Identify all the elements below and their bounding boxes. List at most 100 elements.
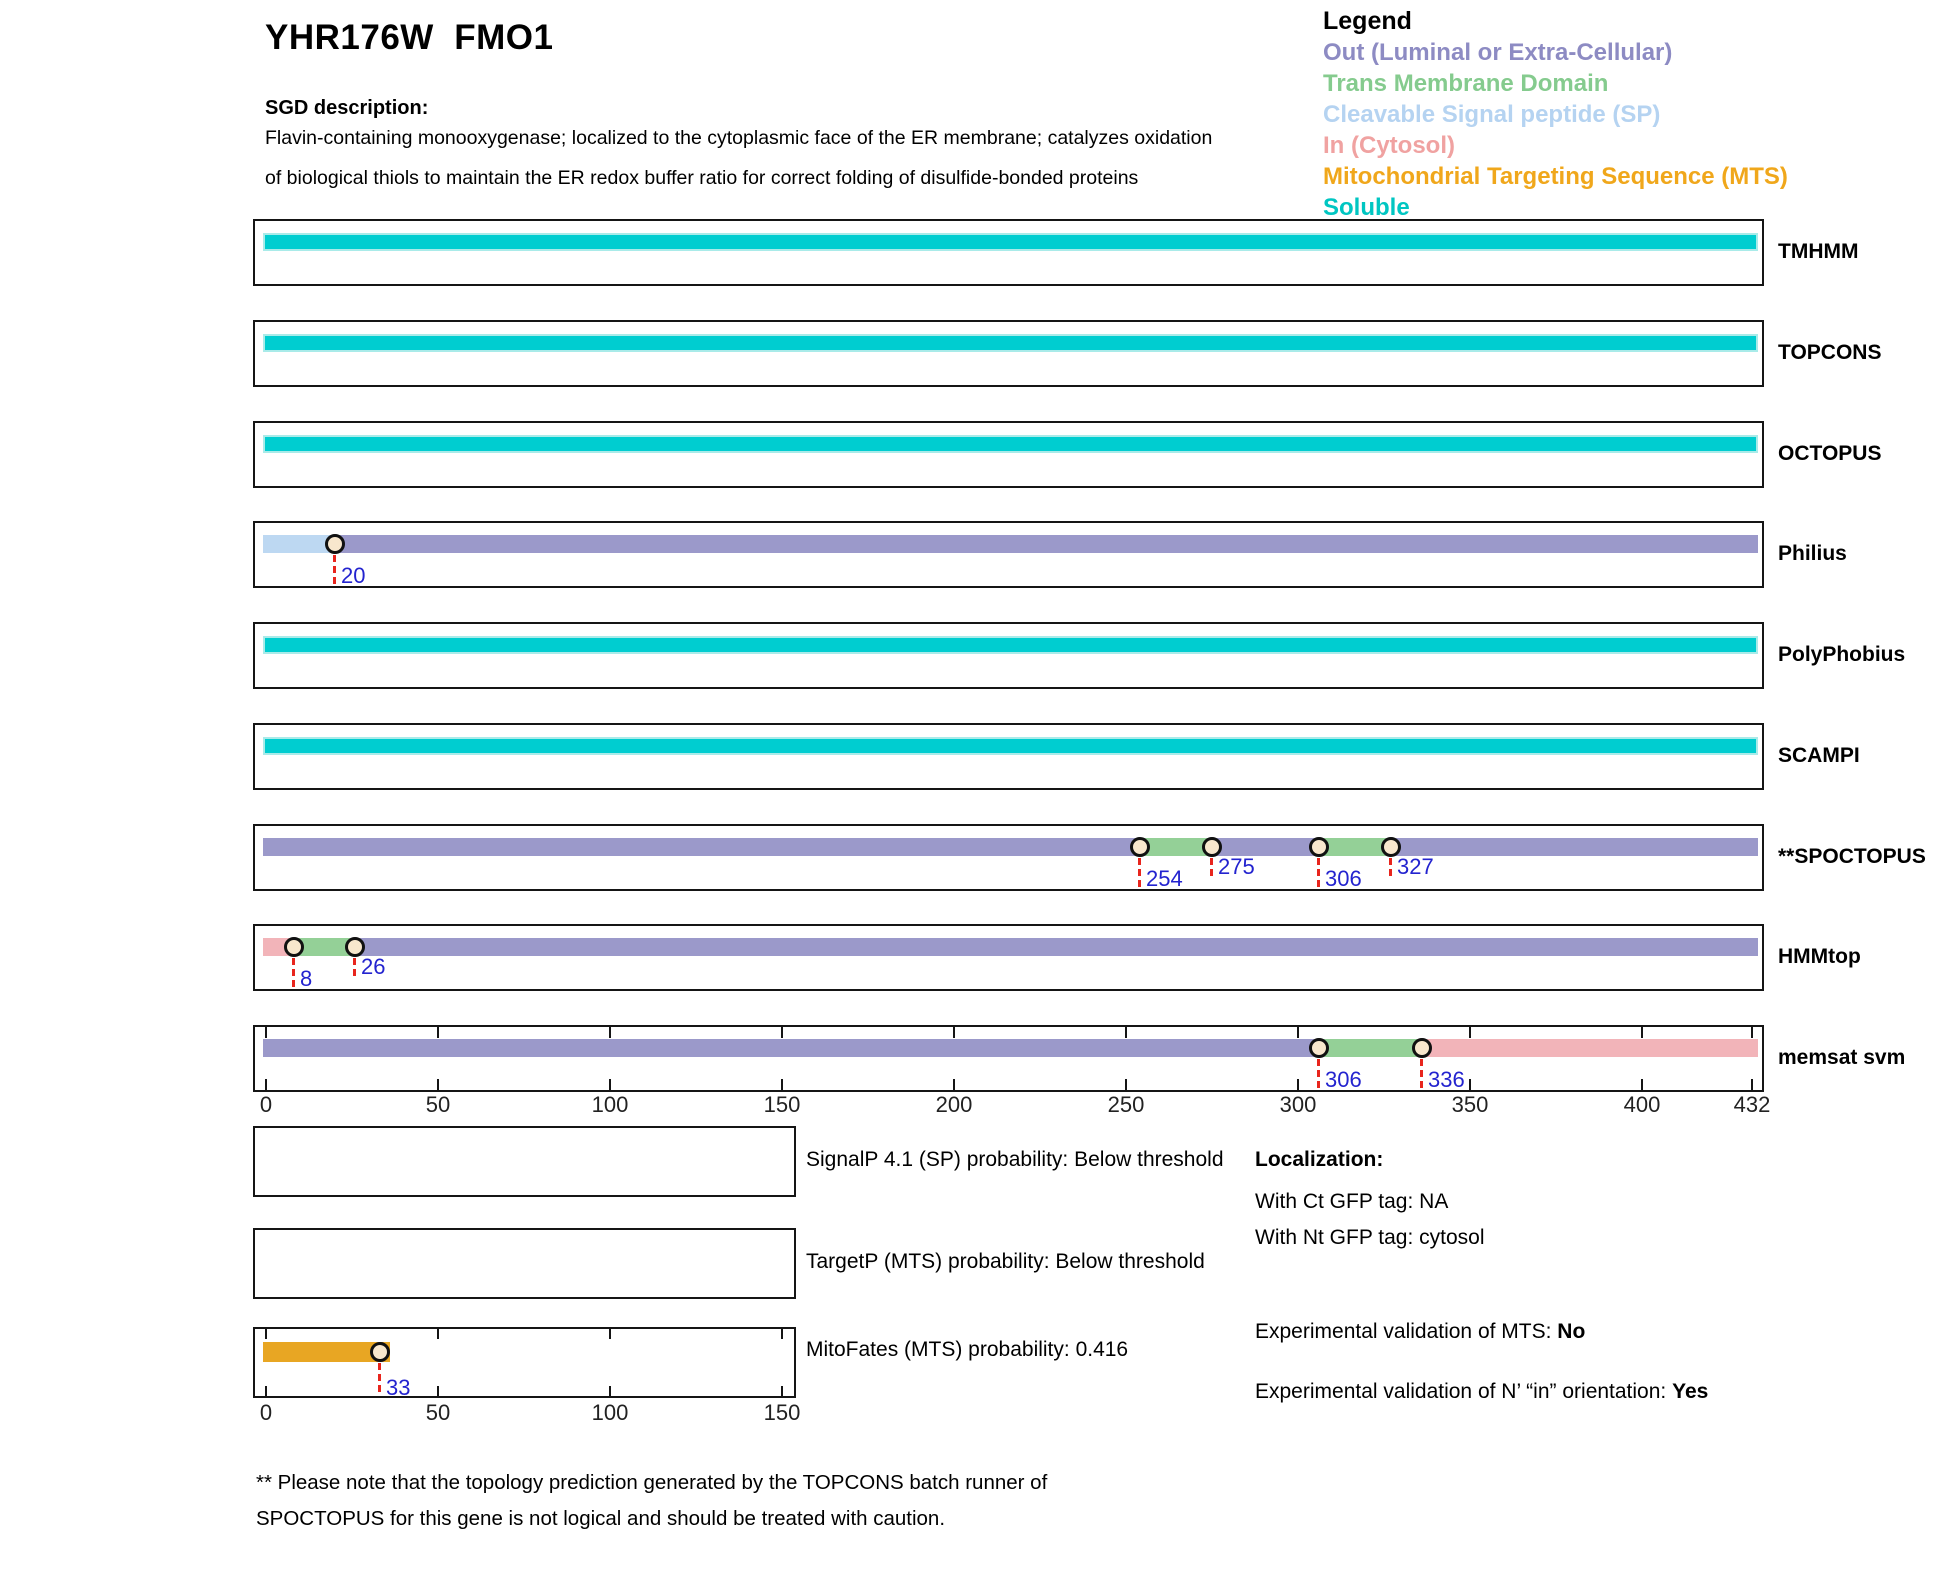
- sequence-axis-label: 300: [1279, 1092, 1317, 1117]
- localization-nt-gfp: With Nt GFP tag: cytosol: [1255, 1226, 1485, 1249]
- boundary-label: 8: [300, 966, 313, 991]
- sequence-axis-label: 0: [259, 1092, 273, 1117]
- legend: Out (Luminal or Extra-Cellular) Trans Mem…: [1323, 37, 1788, 223]
- track-box-octopus: [253, 421, 1764, 488]
- boundary-marker: [284, 937, 304, 957]
- segment-soluble: [263, 233, 1758, 251]
- axis-tick: [437, 1079, 439, 1090]
- axis-tick: [609, 1386, 611, 1396]
- boundary-line: [333, 544, 336, 586]
- track-box-hmmtop: [253, 924, 1764, 991]
- sgd-description-line: of biological thiols to maintain the ER …: [265, 167, 1139, 189]
- segment-tm: [294, 938, 356, 956]
- sequence-axis-label: 200: [935, 1092, 973, 1117]
- segment-out: [263, 838, 1140, 856]
- boundary-marker: [1381, 837, 1401, 857]
- orientation-validation-value: Yes: [1672, 1380, 1709, 1403]
- legend-item-sp: Cleavable Signal peptide (SP): [1323, 101, 1661, 128]
- legend-title: Legend: [1323, 7, 1412, 35]
- legend-item-mts: Mitochondrial Targeting Sequence (MTS): [1323, 163, 1788, 190]
- page-title: YHR176W FMO1: [265, 18, 554, 57]
- axis-tick: [609, 1027, 611, 1038]
- track-box-tmhmm: [253, 219, 1764, 286]
- axis-tick: [437, 1027, 439, 1038]
- axis-tick: [781, 1329, 783, 1339]
- boundary-marker: [1412, 1038, 1432, 1058]
- track-box-spoctopus: [253, 824, 1764, 891]
- orientation-validation-line: Experimental validation of N’ “in” orien…: [1255, 1379, 1708, 1405]
- segment-out: [263, 1039, 1319, 1057]
- track-box-topcons: [253, 320, 1764, 387]
- probability-axis-label: 100: [591, 1400, 629, 1425]
- legend-item-in: In (Cytosol): [1323, 132, 1455, 159]
- axis-tick: [437, 1386, 439, 1396]
- segment-out: [335, 535, 1758, 553]
- track-label-polyphobius: PolyPhobius: [1778, 643, 1906, 666]
- boundary-label: 20: [341, 563, 366, 588]
- boundary-line: [1389, 847, 1392, 877]
- axis-tick: [781, 1027, 783, 1038]
- boundary-label: 306: [1325, 1067, 1362, 1092]
- boundary-marker: [325, 534, 345, 554]
- axis-tick: [1297, 1027, 1299, 1038]
- axis-tick: [781, 1079, 783, 1090]
- legend-item-out: Out (Luminal or Extra-Cellular): [1323, 39, 1673, 66]
- boundary-line: [292, 947, 295, 989]
- prob-box-signalp: [253, 1126, 796, 1197]
- axis-tick: [1751, 1027, 1753, 1038]
- boundary-label: 33: [386, 1375, 411, 1400]
- probability-axis-label: 150: [763, 1400, 801, 1425]
- segment-soluble: [263, 737, 1758, 755]
- sequence-axis-label: 150: [763, 1092, 801, 1117]
- track-box-philius: [253, 521, 1764, 588]
- boundary-line: [1317, 847, 1320, 889]
- boundary-line: [353, 947, 356, 977]
- prob-plot-caption-targetp: TargetP (MTS) probability: Below thresho…: [806, 1250, 1205, 1273]
- axis-tick: [781, 1386, 783, 1396]
- boundary-line: [1210, 847, 1213, 877]
- track-label-tmhmm: TMHMM: [1778, 240, 1859, 263]
- track-box-polyphobius: [253, 622, 1764, 689]
- axis-tick: [953, 1079, 955, 1090]
- boundary-marker: [1309, 1038, 1329, 1058]
- localization-heading: Localization:: [1255, 1148, 1384, 1171]
- axis-tick: [265, 1079, 267, 1090]
- segment-tm: [1140, 838, 1212, 856]
- track-label-philius: Philius: [1778, 542, 1847, 565]
- prob-box-targetp: [253, 1228, 796, 1299]
- prob-box-mitofates: [253, 1327, 796, 1398]
- segment-out: [1391, 838, 1758, 856]
- axis-tick: [609, 1329, 611, 1339]
- mts-validation-value: No: [1557, 1320, 1586, 1343]
- segment-out: [355, 938, 1758, 956]
- axis-tick: [1125, 1027, 1127, 1038]
- segment-mts: [263, 1342, 390, 1362]
- boundary-label: 327: [1397, 854, 1434, 879]
- track-label-spoctopus: **SPOCTOPUS: [1778, 845, 1926, 868]
- axis-tick: [265, 1027, 267, 1038]
- sgd-description-line: Flavin-containing monooxygenase; localiz…: [265, 127, 1213, 149]
- boundary-line: [1317, 1048, 1320, 1090]
- boundary-marker: [1202, 837, 1222, 857]
- sequence-axis-label: 432: [1733, 1092, 1771, 1117]
- boundary-label: 306: [1325, 866, 1362, 891]
- legend-item-tm: Trans Membrane Domain: [1323, 70, 1609, 97]
- axis-tick: [1297, 1079, 1299, 1090]
- boundary-marker: [370, 1342, 390, 1362]
- boundary-line: [378, 1352, 381, 1396]
- track-label-topcons: TOPCONS: [1778, 341, 1882, 364]
- localization-ct-gfp: With Ct GFP tag: NA: [1255, 1190, 1449, 1213]
- segment-in: [1422, 1039, 1758, 1057]
- segment-sp: [263, 535, 335, 553]
- probability-axis-label: 50: [425, 1400, 451, 1425]
- segment-soluble: [263, 636, 1758, 654]
- boundary-label: 26: [361, 954, 386, 979]
- segment-soluble: [263, 435, 1758, 453]
- track-label-memsat-svm: memsat svm: [1778, 1046, 1906, 1069]
- mts-validation-prefix: Experimental validation of MTS:: [1255, 1320, 1558, 1343]
- track-label-scampi: SCAMPI: [1778, 744, 1860, 767]
- boundary-label: 275: [1218, 854, 1255, 879]
- segment-tm: [1319, 1039, 1422, 1057]
- sequence-axis-label: 50: [425, 1092, 451, 1117]
- axis-tick: [1469, 1027, 1471, 1038]
